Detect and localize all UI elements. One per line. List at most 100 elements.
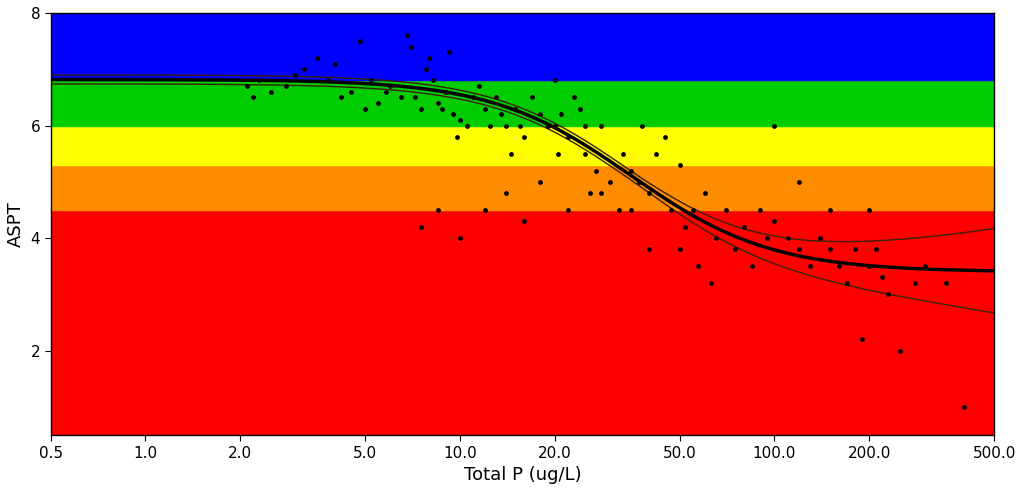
Point: [417, 65, 434, 73]
Point: [452, 116, 469, 124]
Y-axis label: ASPT: ASPT: [7, 201, 25, 247]
Point: [524, 93, 540, 101]
Point: [623, 206, 639, 214]
Point: [477, 206, 493, 214]
Point: [326, 60, 343, 68]
Bar: [51, 81, 994, 126]
Point: [516, 133, 532, 141]
Point: [708, 234, 724, 242]
Point: [880, 291, 896, 299]
Point: [482, 122, 498, 130]
Point: [377, 88, 394, 96]
Point: [630, 178, 647, 186]
Point: [641, 189, 658, 197]
Point: [937, 279, 953, 287]
Point: [382, 82, 398, 90]
Point: [917, 262, 933, 270]
Point: [244, 93, 261, 101]
Point: [791, 178, 807, 186]
Point: [891, 347, 907, 355]
Point: [278, 82, 295, 90]
X-axis label: Total P (ug/L): Total P (ug/L): [463, 466, 581, 484]
Point: [287, 71, 304, 79]
Point: [759, 234, 775, 242]
Point: [572, 105, 588, 112]
Point: [560, 133, 576, 141]
Point: [464, 93, 481, 101]
Point: [370, 99, 387, 107]
Point: [553, 110, 570, 118]
Point: [512, 122, 528, 130]
Point: [477, 105, 493, 112]
Bar: [51, 126, 994, 165]
Point: [498, 122, 515, 130]
Point: [532, 110, 548, 118]
Point: [421, 54, 438, 62]
Point: [677, 223, 694, 231]
Point: [821, 246, 838, 253]
Point: [362, 77, 379, 84]
Point: [251, 77, 267, 84]
Point: [430, 206, 446, 214]
Point: [802, 262, 818, 270]
Point: [602, 178, 618, 186]
Point: [425, 77, 441, 84]
Point: [868, 246, 884, 253]
Point: [560, 206, 576, 214]
Point: [449, 133, 465, 141]
Point: [611, 206, 627, 214]
Point: [791, 246, 807, 253]
Point: [874, 273, 890, 281]
Point: [663, 206, 679, 214]
Point: [308, 54, 324, 62]
Point: [854, 335, 871, 343]
Bar: [51, 13, 994, 81]
Point: [634, 122, 651, 130]
Point: [861, 206, 878, 214]
Point: [821, 206, 838, 214]
Point: [703, 279, 719, 287]
Point: [623, 166, 639, 174]
Point: [684, 206, 701, 214]
Point: [672, 161, 688, 169]
Point: [831, 262, 847, 270]
Point: [587, 166, 604, 174]
Point: [766, 122, 783, 130]
Point: [955, 403, 972, 411]
Point: [546, 122, 563, 130]
Point: [403, 43, 419, 51]
Point: [493, 110, 509, 118]
Bar: [51, 165, 994, 210]
Point: [577, 150, 593, 158]
Point: [502, 150, 519, 158]
Point: [672, 246, 688, 253]
Point: [766, 218, 783, 225]
Point: [352, 37, 368, 45]
Point: [907, 279, 924, 287]
Point: [507, 105, 524, 112]
Point: [445, 110, 461, 118]
Point: [717, 206, 733, 214]
Point: [592, 122, 609, 130]
Point: [812, 234, 829, 242]
Point: [440, 49, 456, 56]
Point: [458, 122, 475, 130]
Point: [546, 77, 563, 84]
Point: [430, 99, 446, 107]
Point: [566, 93, 582, 101]
Point: [262, 88, 278, 96]
Bar: [51, 210, 994, 435]
Point: [238, 82, 255, 90]
Point: [690, 262, 706, 270]
Point: [615, 150, 631, 158]
Point: [582, 189, 598, 197]
Point: [727, 246, 744, 253]
Point: [498, 189, 515, 197]
Point: [744, 262, 760, 270]
Point: [488, 93, 504, 101]
Point: [549, 150, 566, 158]
Point: [532, 178, 548, 186]
Point: [393, 93, 409, 101]
Point: [452, 234, 469, 242]
Point: [438, 88, 454, 96]
